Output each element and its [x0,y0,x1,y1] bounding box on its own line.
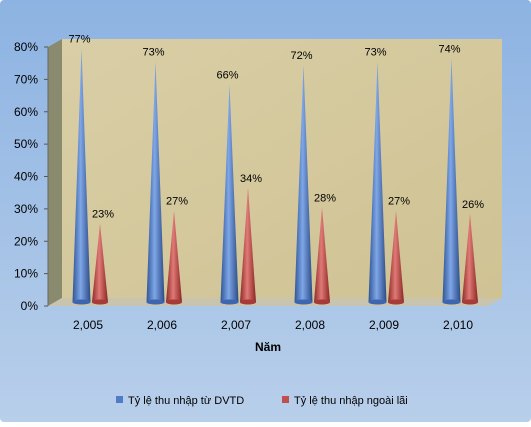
legend-swatch [282,396,289,403]
cone-bar [92,223,108,305]
y-tick-label: 30% [14,202,38,216]
cone-bar [220,84,239,305]
y-tick-label: 80% [14,40,38,54]
y-tick-label: 40% [14,170,38,184]
data-label: 28% [314,192,336,204]
cone-base [92,299,108,305]
y-tick-label: 70% [14,72,38,86]
cone-bar [294,64,313,305]
y-tick-label: 0% [21,299,39,313]
cone-base [294,299,313,305]
cone-base [462,299,478,305]
legend-item-series-2: Tỷ lệ thu nhập ngoài lãi [282,395,408,407]
cone-base [388,299,404,305]
data-label: 73% [142,47,164,59]
cone-bar [462,213,478,305]
x-axis: 2,005 2,006 2,007 2,008 2,009 2,010 [73,318,473,332]
y-tick-label: 60% [14,105,38,119]
x-tick-label: 2,009 [369,318,399,332]
data-label: 27% [166,196,188,208]
cone-bar [442,58,461,305]
data-label: 72% [290,50,312,62]
x-tick-label: 2,005 [73,318,103,332]
x-tick-label: 2,008 [295,318,325,332]
y-axis: 0% 10% 20% 30% 40% 50% 60% 70% 80% [14,40,49,313]
plot-back-wall [62,39,502,298]
plot-side-wall [48,39,62,306]
data-label: 23% [92,209,114,221]
x-tick-label: 2,007 [221,318,251,332]
data-label: 34% [240,173,262,185]
x-tick-label: 2,006 [147,318,177,332]
y-tick-label: 10% [14,267,38,281]
cone-bar [166,210,182,305]
cone-bar [72,48,91,305]
x-tick-label: 2,010 [443,318,473,332]
cone-base [240,299,256,305]
x-axis-title: Năm [255,340,281,354]
cone-base [314,299,330,305]
cone-series: 77% 23% 73% 27% 66% 34% 72% 28% 73% 27% 74% 26% [68,34,484,305]
plot-area [48,39,502,306]
cone-bar [240,187,256,305]
cone-bar [314,207,330,305]
y-tick-label: 50% [14,137,38,151]
cone-base [368,299,387,305]
legend: Tỷ lệ thu nhập từ DVTD Tỷ lệ thu nhập ng… [116,395,408,407]
cone-base [442,299,461,305]
legend-label: Tỷ lệ thu nhập từ DVTD [128,395,244,407]
cone-bar [388,210,404,305]
data-label: 73% [364,47,386,59]
data-label: 77% [68,34,90,46]
legend-item-series-1: Tỷ lệ thu nhập từ DVTD [116,395,244,407]
y-tick-label: 20% [14,234,38,248]
data-label: 27% [388,196,410,208]
data-label: 66% [216,69,238,81]
cone-bar [368,61,387,305]
cone-base [220,299,239,305]
cone-base [146,299,165,305]
legend-label: Tỷ lệ thu nhập ngoài lãi [294,395,408,407]
plot-floor [48,298,502,306]
cone-bar [146,61,165,305]
legend-swatch [116,396,123,403]
data-label: 74% [438,43,460,55]
cone-base [72,299,91,305]
data-label: 26% [462,199,484,211]
cone-base [166,299,182,305]
